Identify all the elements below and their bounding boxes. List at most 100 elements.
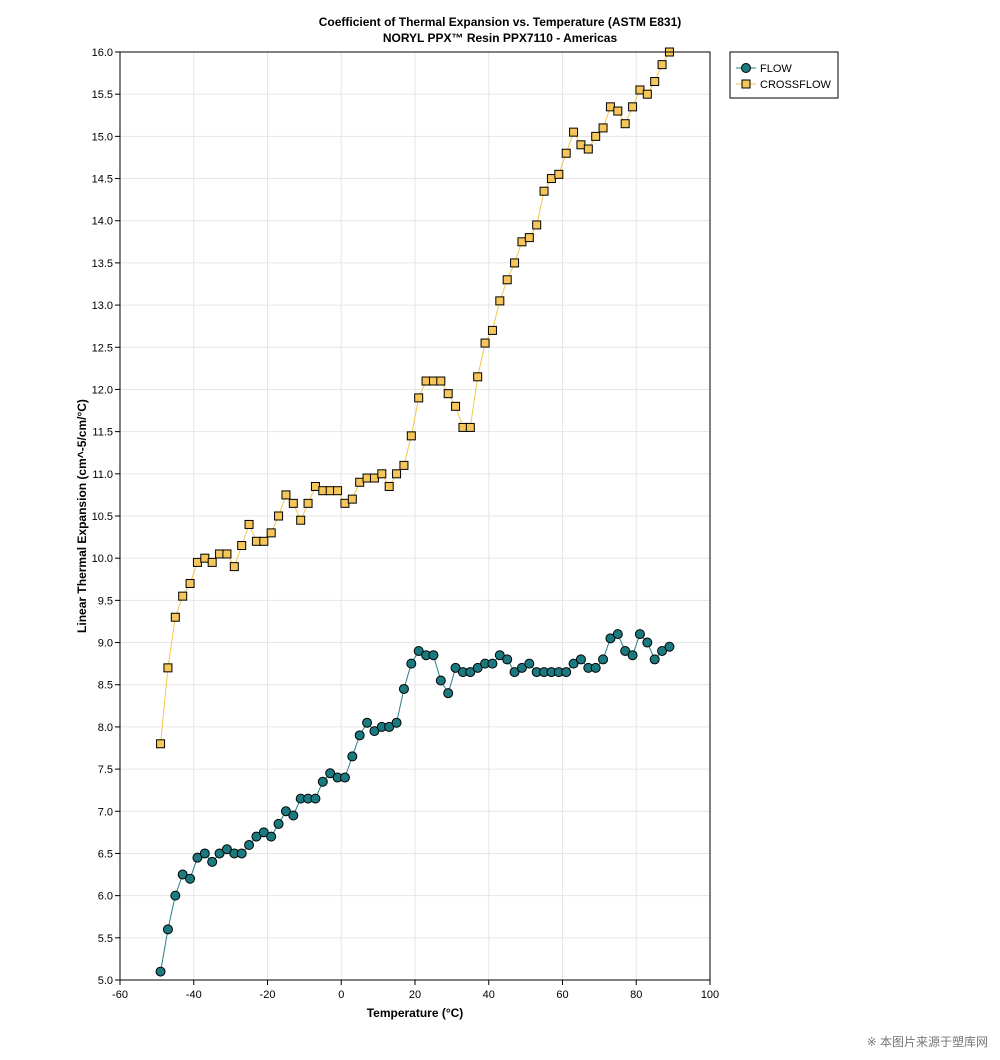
crossflow-point <box>399 460 409 470</box>
crossflow-point <box>414 393 424 403</box>
crossflow-point <box>369 473 379 483</box>
flow-point <box>398 683 409 694</box>
y-tick-label: 9.5 <box>98 595 113 607</box>
crossflow-point <box>546 174 556 184</box>
y-tick-label: 6.0 <box>98 891 113 903</box>
flow-point <box>524 658 535 669</box>
flow-point <box>598 654 609 665</box>
crossflow-point <box>561 148 571 158</box>
crossflow-point <box>340 498 350 508</box>
y-tick-label: 14.5 <box>92 174 113 186</box>
crossflow-point <box>156 739 166 749</box>
crossflow-point <box>554 169 564 179</box>
chart-subtitle: NORYL PPX™ Resin PPX7110 - Americas <box>383 31 618 45</box>
flow-point <box>177 869 188 880</box>
flow-point <box>244 840 255 851</box>
legend: FLOW CROSSFLOW <box>729 51 839 99</box>
flow-point <box>657 645 668 656</box>
flow-point <box>443 688 454 699</box>
flow-point <box>325 768 336 779</box>
flow-point <box>590 662 601 673</box>
crossflow-point <box>524 233 534 243</box>
flow-point <box>347 751 358 762</box>
legend-crossflow-marker <box>741 79 751 89</box>
crossflow-point <box>392 469 402 479</box>
crossflow-point <box>185 578 195 588</box>
legend-flow-marker <box>741 63 751 73</box>
crossflow-point <box>333 486 343 496</box>
crossflow-point <box>288 498 298 508</box>
y-tick-label: 13.5 <box>92 258 113 270</box>
crossflow-point <box>465 422 475 432</box>
flow-point <box>362 717 373 728</box>
flow-point <box>450 662 461 673</box>
crossflow-point <box>318 486 328 496</box>
x-tick-label: 80 <box>630 989 642 1001</box>
crossflow-point <box>406 431 416 441</box>
crossflow-point <box>163 663 173 673</box>
flow-point <box>605 633 616 644</box>
chart-title: Coefficient of Thermal Expansion vs. Tem… <box>319 15 682 29</box>
flow-point <box>288 810 299 821</box>
crossflow-point <box>628 102 638 112</box>
flow-point <box>516 662 527 673</box>
y-tick-label: 12.0 <box>92 384 113 396</box>
flow-point <box>428 650 439 661</box>
x-tick-label: -40 <box>186 989 202 1001</box>
y-tick-label: 16.0 <box>92 47 113 59</box>
crossflow-point <box>642 89 652 99</box>
y-tick-label: 13.0 <box>92 300 113 312</box>
legend-item-crossflow: CROSSFLOW <box>736 79 832 91</box>
flow-point <box>502 654 513 665</box>
flow-point <box>207 856 218 867</box>
flow-point <box>162 924 173 935</box>
crossflow-point <box>251 536 261 546</box>
x-axis: -60 -40 -20 0 20 40 60 80 100 <box>112 980 719 1001</box>
flow-point <box>236 848 247 859</box>
crossflow-point <box>266 528 276 538</box>
flow-point <box>258 827 269 838</box>
crossflow-point <box>620 119 630 129</box>
y-tick-label: 12.5 <box>92 342 113 354</box>
crossflow-point <box>532 220 542 230</box>
crossflow-point <box>635 85 645 95</box>
y-tick-label: 11.0 <box>92 469 113 481</box>
crossflow-point <box>650 77 660 87</box>
flow-point <box>199 848 210 859</box>
legend-item-flow: FLOW <box>736 63 792 75</box>
flow-point <box>664 641 675 652</box>
crossflow-point <box>170 612 180 622</box>
crossflow-point <box>207 557 217 567</box>
flow-point <box>649 654 660 665</box>
crossflow-point <box>473 372 483 382</box>
flow-point <box>170 890 181 901</box>
crossflow-point <box>178 591 188 601</box>
flow-point <box>339 772 350 783</box>
y-tick-label: 9.0 <box>98 638 113 650</box>
crossflow-point <box>355 477 365 487</box>
series-layer <box>155 47 675 977</box>
flow-point <box>384 721 395 732</box>
flow-line <box>160 633 670 972</box>
y-tick-label: 8.0 <box>98 722 113 734</box>
crossflow-point <box>296 515 306 525</box>
crossflow-point <box>421 376 431 386</box>
x-tick-label: 20 <box>409 989 421 1001</box>
crossflow-point <box>192 557 202 567</box>
flow-point <box>487 658 498 669</box>
flow-point <box>192 852 203 863</box>
y-tick-label: 15.0 <box>92 131 113 143</box>
crossflow-point <box>222 549 232 559</box>
flow-point <box>391 717 402 728</box>
flow-point <box>634 629 645 640</box>
x-tick-label: -20 <box>260 989 276 1001</box>
y-tick-label: 6.5 <box>98 848 113 860</box>
crossflow-point <box>495 296 505 306</box>
crossflow-point <box>487 325 497 335</box>
flow-point <box>273 818 284 829</box>
crossflow-point <box>229 562 239 572</box>
flow-point <box>642 637 653 648</box>
crossflow-point <box>281 490 291 500</box>
y-tick-label: 8.5 <box>98 680 113 692</box>
